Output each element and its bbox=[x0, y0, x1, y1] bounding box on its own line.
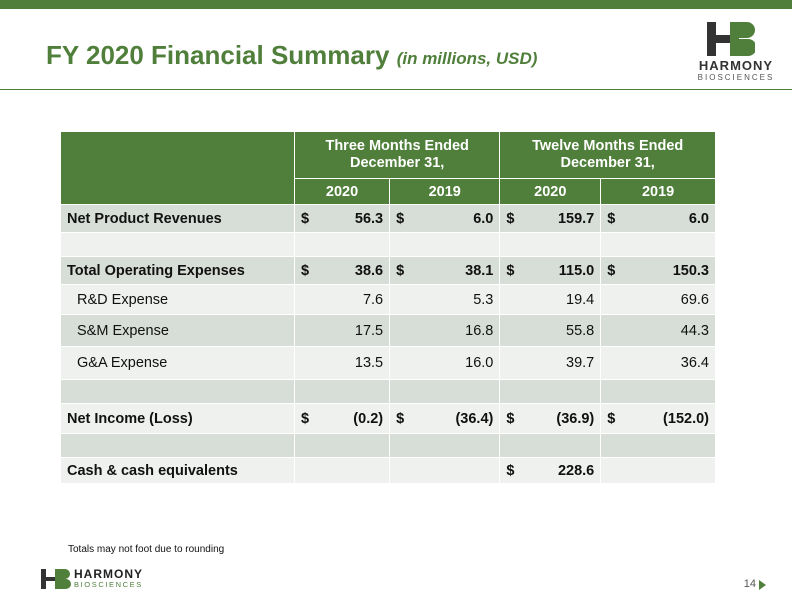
table-row: Net Product Revenues $56.3 $6.0 $159.7 $… bbox=[60, 204, 716, 233]
row-label: G&A Expense bbox=[60, 346, 295, 380]
table-cell bbox=[389, 457, 501, 484]
table-cell: $228.6 bbox=[499, 457, 602, 484]
hb-logo-icon bbox=[707, 22, 755, 56]
spacer-row bbox=[60, 433, 716, 458]
header-year: 2020 bbox=[499, 178, 602, 205]
table-cell: 5.3 bbox=[389, 284, 501, 315]
top-accent-bar bbox=[0, 0, 792, 9]
page-number: 14 bbox=[743, 578, 756, 590]
logo-subtext: BIOSCIENCES bbox=[697, 73, 775, 82]
footer-logo-subtext: BIOSCIENCES bbox=[74, 580, 143, 589]
table-cell: 7.6 bbox=[293, 284, 391, 315]
table-cell: 36.4 bbox=[600, 346, 716, 380]
table-row: G&A Expense 13.5 16.0 39.7 36.4 bbox=[60, 346, 716, 380]
table-cell: 16.0 bbox=[389, 346, 501, 380]
table-cell: $6.0 bbox=[600, 204, 716, 233]
table-row: R&D Expense 7.6 5.3 19.4 69.6 bbox=[60, 284, 716, 315]
table-cell: 16.8 bbox=[389, 314, 501, 347]
next-arrow-icon bbox=[759, 580, 766, 590]
table-cell: $ (36.4) bbox=[389, 403, 501, 434]
table-cell bbox=[600, 457, 716, 484]
row-label: S&M Expense bbox=[60, 314, 295, 347]
header-three-months: Three Months Ended December 31, bbox=[293, 131, 501, 179]
table-cell: $6.0 bbox=[389, 204, 501, 233]
table-cell: $115.0 bbox=[499, 256, 602, 285]
header-year: 2020 bbox=[293, 178, 391, 205]
table-row: Cash & cash equivalents $228.6 bbox=[60, 457, 716, 484]
row-label: Total Operating Expenses bbox=[60, 256, 295, 285]
table-row: Net Income (Loss) $ (0.2) $ (36.4) $ (36.9)… bbox=[60, 403, 716, 434]
table-cell: 44.3 bbox=[600, 314, 716, 347]
table-cell: $ (36.9) bbox=[499, 403, 602, 434]
footer-logo-wordmark: HARMONY bbox=[74, 567, 143, 581]
table-row: S&M Expense 17.5 16.8 55.8 44.3 bbox=[60, 314, 716, 347]
slide-title: FY 2020 Financial Summary (in millions, … bbox=[46, 40, 537, 71]
table-cell: $ (0.2) bbox=[293, 403, 391, 434]
table-cell: 13.5 bbox=[293, 346, 391, 380]
footnote: Totals may not foot due to rounding bbox=[68, 544, 225, 555]
table-cell: $150.3 bbox=[600, 256, 716, 285]
table-cell: $159.7 bbox=[499, 204, 602, 233]
logo-wordmark: HARMONY bbox=[698, 58, 774, 73]
row-label: Net Product Revenues bbox=[60, 204, 295, 233]
table-row: Total Operating Expenses $38.6 $38.1 $11… bbox=[60, 256, 716, 285]
table-cell: 69.6 bbox=[600, 284, 716, 315]
title-divider bbox=[0, 89, 792, 90]
title-subtitle: (in millions, USD) bbox=[396, 49, 538, 68]
row-label: R&D Expense bbox=[60, 284, 295, 315]
table-cell: 19.4 bbox=[499, 284, 602, 315]
table-cell: 17.5 bbox=[293, 314, 391, 347]
financial-summary-table: Three Months Ended December 31, Twelve Mo… bbox=[60, 131, 716, 484]
table-cell: 39.7 bbox=[499, 346, 602, 380]
table-cell: $38.6 bbox=[293, 256, 391, 285]
company-logo: HARMONY BIOSCIENCES bbox=[690, 18, 782, 84]
table-cell: $38.1 bbox=[389, 256, 501, 285]
header-twelve-months: Twelve Months Ended December 31, bbox=[499, 131, 716, 179]
table-cell bbox=[293, 457, 391, 484]
row-label: Cash & cash equivalents bbox=[60, 457, 295, 484]
spacer-row bbox=[60, 232, 716, 257]
table-cell: $ (152.0) bbox=[600, 403, 716, 434]
title-main: FY 2020 Financial Summary bbox=[46, 40, 390, 70]
hb-logo-icon bbox=[41, 569, 71, 589]
header-year: 2019 bbox=[389, 178, 501, 205]
header-year: 2019 bbox=[600, 178, 716, 205]
table-cell: $56.3 bbox=[293, 204, 391, 233]
header-corner bbox=[60, 131, 295, 205]
footer-logo: HARMONY BIOSCIENCES bbox=[40, 566, 150, 592]
table-cell: 55.8 bbox=[499, 314, 602, 347]
row-label: Net Income (Loss) bbox=[60, 403, 295, 434]
spacer-row bbox=[60, 379, 716, 404]
